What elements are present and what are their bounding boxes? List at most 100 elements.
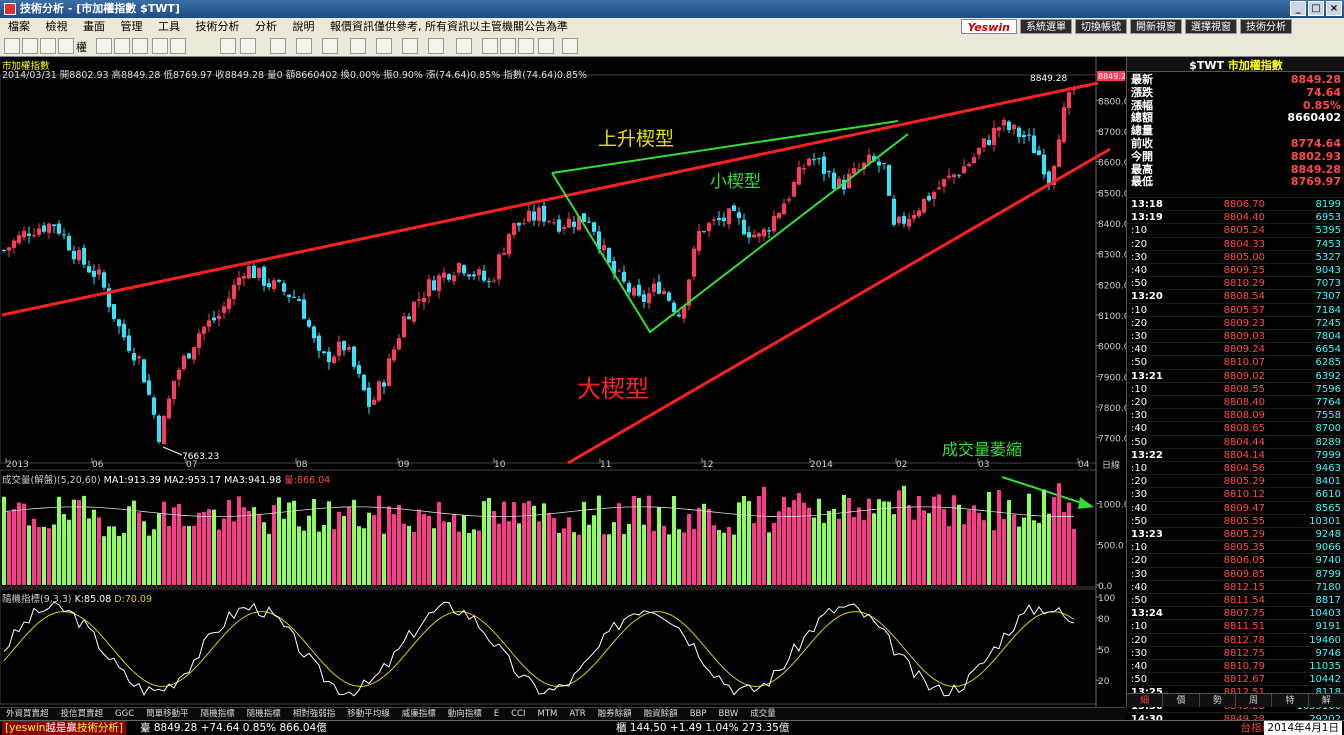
indicator-tab[interactable]: 動向指標: [447, 709, 482, 719]
tick-row[interactable]: :50 8811.54 8817: [1127, 593, 1344, 606]
notice-label[interactable]: 台指近: [1240, 722, 1273, 734]
quote-tab[interactable]: 細: [1127, 694, 1164, 707]
indicator-tab[interactable]: 外資買賣超: [6, 709, 49, 719]
eraser-icon[interactable]: [500, 38, 516, 54]
tick-row[interactable]: :30 8809.03 7804: [1127, 329, 1344, 342]
tick-row[interactable]: 13:23 8805.29 9248: [1127, 527, 1344, 540]
menu-file[interactable]: 檔案: [8, 20, 30, 33]
layout-icon[interactable]: [58, 38, 74, 54]
tick-row[interactable]: :10 8804.56 9463: [1127, 461, 1344, 474]
cursor-icon[interactable]: [220, 38, 236, 54]
tick-row[interactable]: :10 8805.57 7184: [1127, 302, 1344, 316]
indicator-tab[interactable]: 簡單移動平: [146, 709, 189, 719]
tick-row[interactable]: :50 8812.67 10442: [1127, 672, 1344, 685]
tick-row[interactable]: :10 8805.24 5395: [1127, 223, 1344, 236]
tick-row[interactable]: :30 8812.75 9746: [1127, 645, 1344, 659]
switch-account-button[interactable]: 切換帳號: [1075, 19, 1127, 34]
quote-tab[interactable]: 勢: [1200, 694, 1236, 707]
tick-row[interactable]: :20 8812.78 19460: [1127, 632, 1344, 646]
indicator-tab[interactable]: BBP: [689, 709, 707, 719]
quote-tab[interactable]: 價: [1163, 694, 1200, 707]
tick-row[interactable]: 13:20 8808.54 7307: [1127, 289, 1344, 302]
split-icon[interactable]: [152, 38, 168, 54]
indicator-tab[interactable]: 融資餘額: [643, 709, 678, 719]
tick-row[interactable]: :20 8805.29 8401: [1127, 474, 1344, 487]
tick-row[interactable]: :50 8805.55 10301: [1127, 513, 1344, 527]
trend-line-icon[interactable]: [270, 38, 286, 54]
indicator-tab[interactable]: 投信買賣超: [60, 709, 104, 719]
fibonacci-icon[interactable]: [322, 38, 338, 54]
menu-help[interactable]: 說明: [292, 20, 315, 33]
tick-row[interactable]: :40 8810.79 11035: [1127, 659, 1344, 672]
indicator-tab[interactable]: 成交量: [750, 709, 776, 719]
maximize-button[interactable]: □: [1308, 1, 1324, 16]
draw-line-icon[interactable]: [240, 38, 256, 54]
indicator-tab[interactable]: 相對強弱指: [292, 709, 336, 719]
tick-row[interactable]: :50 8810.29 7073: [1127, 276, 1344, 289]
indicator-tab[interactable]: MTM: [537, 709, 558, 719]
excel-icon[interactable]: [114, 38, 130, 54]
text-icon[interactable]: [456, 38, 472, 54]
delete-icon[interactable]: [482, 38, 498, 54]
tick-row[interactable]: :20 8809.23 7245: [1127, 315, 1344, 329]
menu-manage[interactable]: 管理: [120, 20, 143, 33]
tick-row[interactable]: :40 8808.65 8700: [1127, 421, 1344, 434]
indicator-tab[interactable]: GGC: [115, 709, 135, 719]
window-icon[interactable]: [132, 38, 148, 54]
parallel-icon[interactable]: [376, 38, 392, 54]
menu-tech-analysis[interactable]: 技術分析: [195, 20, 240, 33]
tick-row[interactable]: :10 8811.51 9191: [1127, 619, 1344, 632]
tech-analysis-button[interactable]: 技術分析: [1240, 19, 1292, 34]
tick-row[interactable]: :50 8804.44 8289: [1127, 434, 1344, 448]
close-button[interactable]: ×: [1326, 1, 1342, 16]
system-menu-button[interactable]: 系統選單: [1020, 19, 1072, 34]
indicator-tab[interactable]: 威廉指標: [401, 709, 436, 719]
new-window-button[interactable]: 開新視窗: [1130, 19, 1182, 34]
menu-analysis[interactable]: 分析: [255, 20, 277, 33]
indicator-tab[interactable]: ATR: [569, 709, 586, 719]
indicator-tab[interactable]: 移動平均線: [347, 709, 390, 719]
indicator-tab[interactable]: BBW: [718, 709, 739, 719]
tick-row[interactable]: :40 8809.47 8565: [1127, 500, 1344, 514]
chart-svg[interactable]: 8800.0 8700.0 8600.0 8500.0 8400.0 8300.0 8200…: [0, 57, 1126, 707]
tick-row[interactable]: 13:22 8804.14 7999: [1127, 447, 1344, 461]
indicator-tab[interactable]: 隨機指標: [200, 709, 235, 719]
gann-icon[interactable]: [350, 38, 366, 54]
tick-row[interactable]: :10 8805.35 9066: [1127, 540, 1344, 553]
period-selector[interactable]: 權: [76, 41, 87, 54]
move-icon[interactable]: [40, 38, 56, 54]
tick-row[interactable]: 14:30 8849.28 29202: [1127, 711, 1344, 725]
tick-row[interactable]: :40 8809.25 9043: [1127, 263, 1344, 276]
indicator-tab[interactable]: 隨機指標: [246, 709, 281, 719]
panel-icon[interactable]: [170, 38, 186, 54]
tick-row[interactable]: :50 8810.07 6285: [1127, 355, 1344, 368]
quote-tab[interactable]: 周: [1236, 694, 1273, 707]
chart-icon[interactable]: [4, 38, 20, 54]
ellipse-icon[interactable]: [428, 38, 444, 54]
zoom-icon[interactable]: [538, 38, 554, 54]
tick-row[interactable]: 13:24 8807.75 10403: [1127, 606, 1344, 619]
select-window-button[interactable]: 選擇視窗: [1185, 19, 1237, 34]
indicator-tab[interactable]: 融券餘額: [597, 709, 632, 719]
tick-row[interactable]: :10 8808.55 7596: [1127, 381, 1344, 395]
indicator-tab[interactable]: CCI: [511, 709, 526, 719]
tick-row[interactable]: 13:25 8812.51 8118: [1127, 685, 1344, 698]
tick-row[interactable]: :40 8809.24 6654: [1127, 342, 1344, 355]
tick-row[interactable]: :40 8812.15 7180: [1127, 579, 1344, 593]
indicator-tab[interactable]: E: [493, 709, 500, 719]
save-icon[interactable]: [562, 38, 578, 54]
grid-icon[interactable]: [96, 38, 112, 54]
line-chart-icon[interactable]: [22, 38, 38, 54]
minimize-button[interactable]: _: [1290, 1, 1306, 16]
tick-row[interactable]: :30 8809.85 8799: [1127, 566, 1344, 580]
quote-tab[interactable]: 解: [1309, 694, 1344, 707]
rectangle-icon[interactable]: [402, 38, 418, 54]
tick-row[interactable]: :20 8808.40 7764: [1127, 395, 1344, 408]
tick-row[interactable]: :20 8804.33 7453: [1127, 236, 1344, 250]
tick-row[interactable]: 13:21 8809.02 6392: [1127, 368, 1344, 382]
tick-row[interactable]: 13:18 8806.70 8199: [1127, 197, 1344, 210]
channel-icon[interactable]: [296, 38, 312, 54]
quote-tab[interactable]: 特: [1272, 694, 1309, 707]
tick-row[interactable]: :30 8805.00 5327: [1127, 249, 1344, 263]
menu-tools[interactable]: 工具: [158, 20, 180, 33]
